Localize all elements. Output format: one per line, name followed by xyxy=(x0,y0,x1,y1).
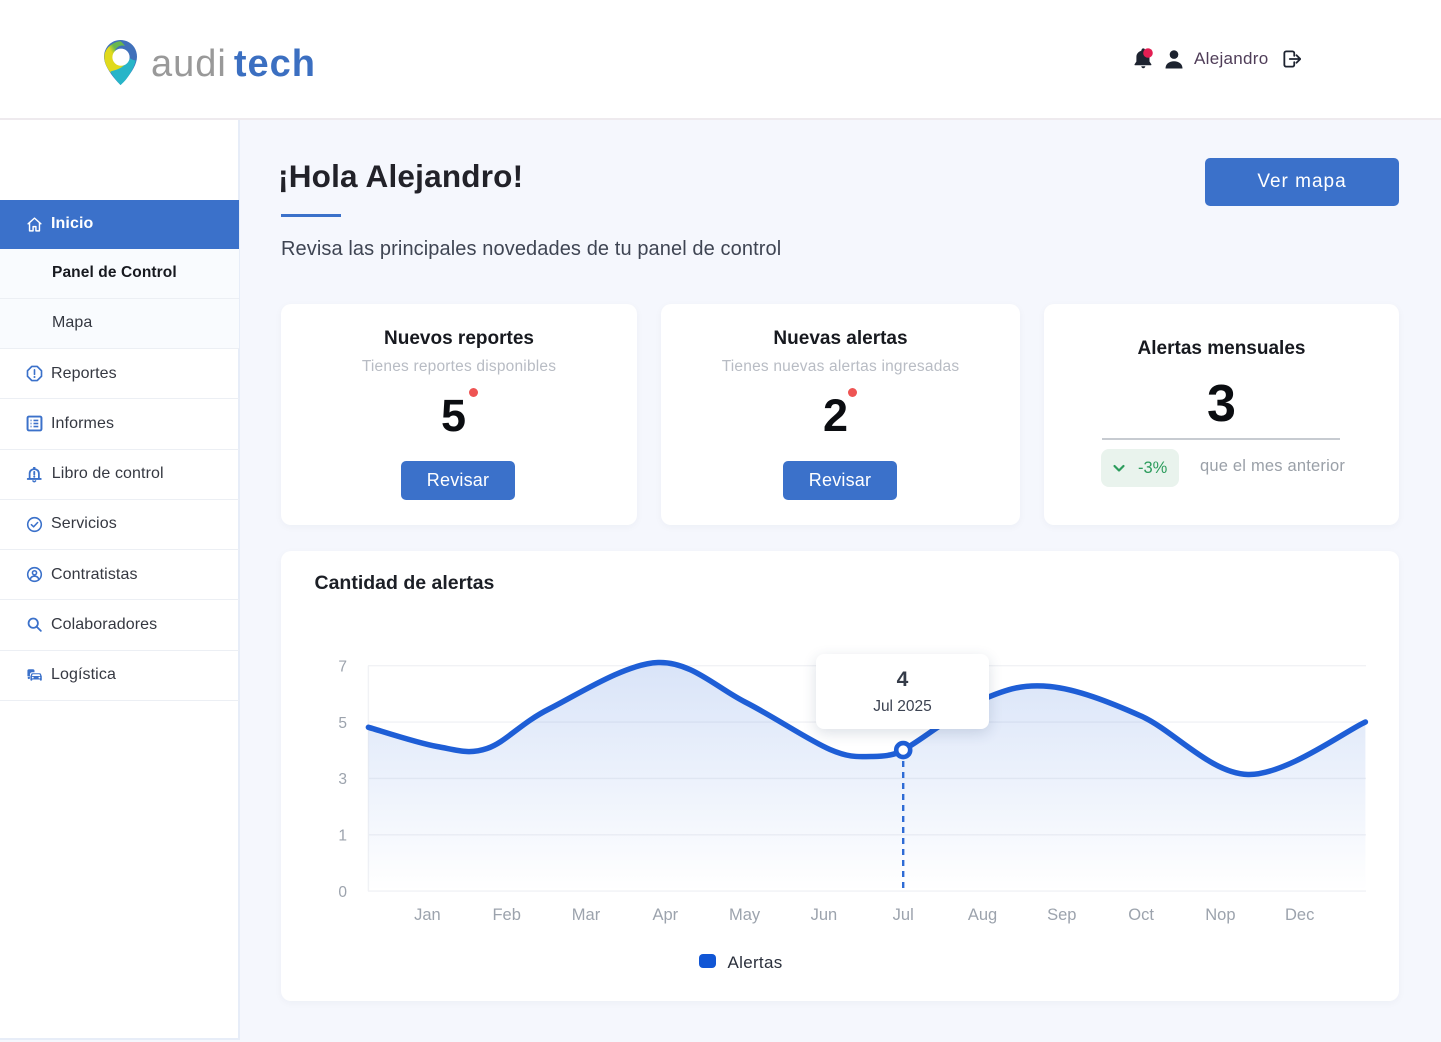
svg-text:Nop: Nop xyxy=(1205,906,1235,924)
svg-text:5: 5 xyxy=(338,715,347,732)
svg-text:1: 1 xyxy=(338,828,347,845)
svg-text:Mar: Mar xyxy=(572,906,601,924)
svg-text:Jun: Jun xyxy=(811,906,838,924)
svg-text:Feb: Feb xyxy=(492,906,520,924)
svg-text:Jul: Jul xyxy=(893,906,914,924)
svg-text:7: 7 xyxy=(338,659,347,676)
svg-text:0: 0 xyxy=(338,884,347,901)
svg-text:Jan: Jan xyxy=(414,906,441,924)
svg-text:3: 3 xyxy=(338,771,347,788)
svg-text:Apr: Apr xyxy=(652,906,678,924)
svg-text:Dec: Dec xyxy=(1285,906,1314,924)
svg-text:Oct: Oct xyxy=(1128,906,1154,924)
svg-text:May: May xyxy=(729,906,761,924)
svg-text:Aug: Aug xyxy=(968,906,997,924)
svg-text:Sep: Sep xyxy=(1047,906,1076,924)
